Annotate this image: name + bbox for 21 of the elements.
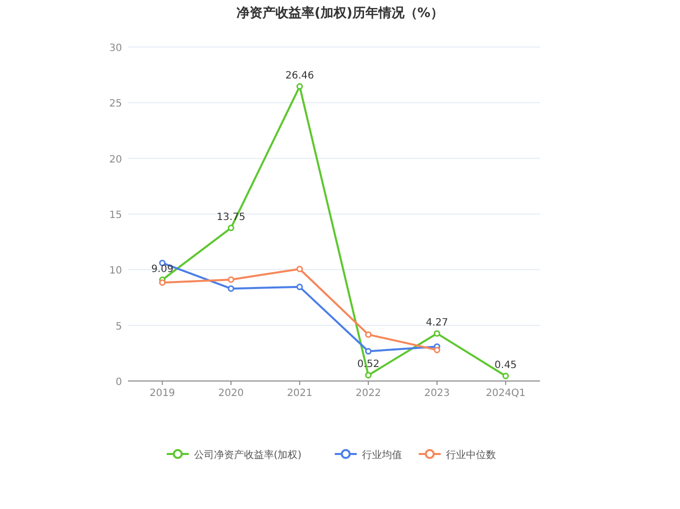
data-label: 4.27: [426, 317, 448, 328]
data-label: 26.46: [285, 70, 314, 82]
y-tick-label: 15: [109, 210, 122, 221]
x-tick-label: 2024Q1: [486, 388, 526, 399]
y-tick-label: 20: [109, 154, 122, 166]
legend-label: 行业中位数: [446, 449, 496, 461]
x-tick-label: 2021: [286, 388, 312, 399]
chart-title: 净资产收益率(加权)历年情况（%）: [236, 5, 444, 21]
x-tick-label: 2022: [356, 388, 382, 399]
x-tick-label: 2023: [424, 388, 450, 399]
y-tick-label: 30: [109, 43, 122, 54]
data-label: 9.09: [151, 264, 174, 275]
y-tick-label: 0: [116, 377, 122, 388]
legend-label: 公司净资产收益率(加权): [194, 449, 302, 461]
legend-label: 行业均值: [362, 449, 402, 461]
y-tick-label: 25: [109, 98, 122, 110]
x-tick-label: 2020: [218, 388, 244, 399]
y-tick-label: 10: [109, 266, 122, 277]
x-tick-label: 2019: [150, 388, 176, 399]
y-tick-label: 5: [116, 321, 122, 332]
data-label: 0.45: [494, 360, 517, 371]
